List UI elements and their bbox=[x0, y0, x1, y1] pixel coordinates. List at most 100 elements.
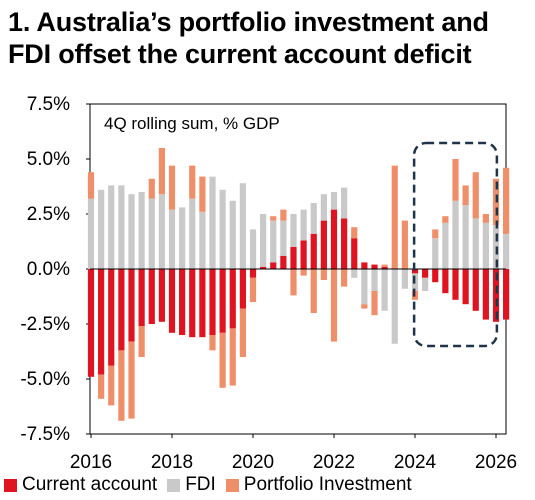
bar-fdi bbox=[148, 198, 155, 269]
bar-current-account bbox=[503, 269, 510, 320]
bar-portfolio-investment bbox=[341, 269, 348, 287]
bar-fdi bbox=[422, 277, 429, 291]
y-tick-label: -5.0% bbox=[20, 369, 70, 390]
y-tick-label: 5.0% bbox=[27, 149, 70, 170]
bar-portfolio-investment bbox=[239, 308, 246, 357]
bar-current-account bbox=[432, 269, 439, 283]
chart-title-line-2: FDI offset the current account deficit bbox=[8, 39, 472, 69]
bar-current-account bbox=[452, 269, 459, 300]
x-tick-label: 2016 bbox=[70, 452, 112, 473]
chart-title-line-1: 1. Australia’s portfolio investment and bbox=[8, 7, 489, 37]
bar-fdi bbox=[270, 220, 277, 263]
bar-portfolio-investment bbox=[118, 350, 125, 421]
legend-item-fdi: FDI bbox=[167, 474, 216, 496]
bar-portfolio-investment bbox=[452, 159, 459, 201]
bar-portfolio-investment bbox=[442, 216, 449, 223]
bar-current-account bbox=[371, 264, 378, 269]
bar-portfolio-investment bbox=[199, 176, 206, 212]
bar-current-account bbox=[98, 269, 105, 375]
bar-current-account bbox=[300, 240, 307, 269]
bar-current-account bbox=[482, 269, 489, 320]
chart-legend: Current account FDI Portfolio Investment bbox=[4, 473, 422, 497]
bar-fdi bbox=[179, 207, 186, 269]
bar-fdi bbox=[280, 220, 287, 256]
chart-title: 1. Australia’s portfolio investment and … bbox=[8, 6, 528, 70]
bar-fdi bbox=[391, 269, 398, 344]
bar-current-account bbox=[209, 269, 216, 335]
bar-portfolio-investment bbox=[158, 148, 165, 195]
bar-fdi bbox=[199, 211, 206, 269]
bar-current-account bbox=[320, 220, 327, 269]
bar-portfolio-investment bbox=[108, 365, 115, 406]
bar-portfolio-investment bbox=[320, 269, 327, 280]
bar-current-account bbox=[168, 269, 176, 333]
bar-fdi bbox=[290, 214, 297, 247]
bar-fdi bbox=[158, 194, 165, 269]
legend-item-portfolio-investment: Portfolio Investment bbox=[225, 474, 412, 496]
bar-portfolio-investment bbox=[361, 304, 368, 309]
bar-current-account bbox=[411, 269, 419, 274]
legend-item-current-account: Current account bbox=[4, 474, 157, 496]
bar-portfolio-investment bbox=[270, 216, 277, 221]
bar-portfolio-investment bbox=[87, 172, 95, 199]
bar-fdi bbox=[209, 176, 216, 269]
bar-portfolio-investment bbox=[391, 165, 398, 269]
x-tick-label: 2020 bbox=[232, 452, 274, 473]
bar-portfolio-investment bbox=[98, 374, 105, 399]
bar-portfolio-investment bbox=[209, 335, 216, 351]
y-tick-label: -7.5% bbox=[20, 424, 70, 445]
bar-portfolio-investment bbox=[351, 227, 358, 239]
bar-fdi bbox=[239, 183, 246, 269]
x-tick-label: 2022 bbox=[313, 452, 355, 473]
bar-fdi bbox=[98, 189, 105, 269]
bar-portfolio-investment bbox=[472, 172, 479, 219]
bar-portfolio-investment bbox=[432, 229, 439, 239]
bar-portfolio-investment bbox=[503, 167, 510, 234]
y-tick-label: 7.5% bbox=[27, 94, 70, 115]
bar-fdi bbox=[432, 238, 439, 269]
x-tick-label: 2018 bbox=[151, 452, 193, 473]
bar-fdi bbox=[351, 269, 358, 278]
legend-label-current-account: Current account bbox=[22, 474, 158, 495]
y-tick-label: 2.5% bbox=[27, 204, 70, 225]
bar-fdi bbox=[260, 214, 267, 267]
bar-current-account bbox=[280, 255, 287, 269]
bar-portfolio-investment bbox=[401, 220, 408, 269]
bar-current-account bbox=[361, 262, 368, 269]
bar-fdi bbox=[341, 187, 348, 219]
bar-current-account bbox=[351, 238, 358, 269]
legend-label-portfolio-investment: Portfolio Investment bbox=[243, 474, 412, 495]
bar-current-account bbox=[462, 269, 469, 305]
bar-current-account bbox=[239, 269, 246, 309]
bar-fdi bbox=[442, 222, 449, 269]
chart-canvas: 7.5% 5.0% 2.5% 0.0% -2.5% -5.0% -7.5%2016 2018 2… bbox=[20, 94, 517, 473]
bar-fdi bbox=[472, 218, 479, 269]
bar-portfolio-investment bbox=[189, 165, 196, 199]
bar-fdi bbox=[361, 269, 368, 305]
bar-portfolio-investment bbox=[280, 209, 287, 221]
bar-fdi bbox=[168, 209, 176, 269]
bar-portfolio-investment bbox=[138, 326, 145, 357]
bar-portfolio-investment bbox=[482, 214, 489, 223]
bar-current-account bbox=[492, 269, 500, 322]
bar-portfolio-investment bbox=[148, 178, 155, 199]
bar-current-account bbox=[341, 218, 348, 269]
bar-portfolio-investment bbox=[381, 264, 388, 267]
bar-current-account bbox=[249, 269, 257, 278]
highlight-box bbox=[412, 141, 499, 348]
bar-portfolio-investment bbox=[310, 269, 317, 313]
bar-fdi bbox=[452, 200, 459, 269]
chart-annotation: 4Q rolling sum, % GDP bbox=[104, 114, 280, 133]
bar-current-account bbox=[310, 233, 317, 269]
bar-fdi bbox=[371, 269, 378, 291]
bar-current-account bbox=[138, 269, 145, 327]
bar-current-account bbox=[260, 266, 267, 269]
bar-current-account bbox=[199, 269, 206, 338]
bar-current-account bbox=[290, 247, 297, 269]
bar-current-account bbox=[118, 269, 125, 351]
bar-current-account bbox=[219, 269, 226, 333]
bar-fdi bbox=[219, 189, 226, 269]
bar-portfolio-investment bbox=[249, 277, 257, 302]
bar-current-account bbox=[179, 269, 186, 335]
bar-current-account bbox=[422, 269, 429, 278]
